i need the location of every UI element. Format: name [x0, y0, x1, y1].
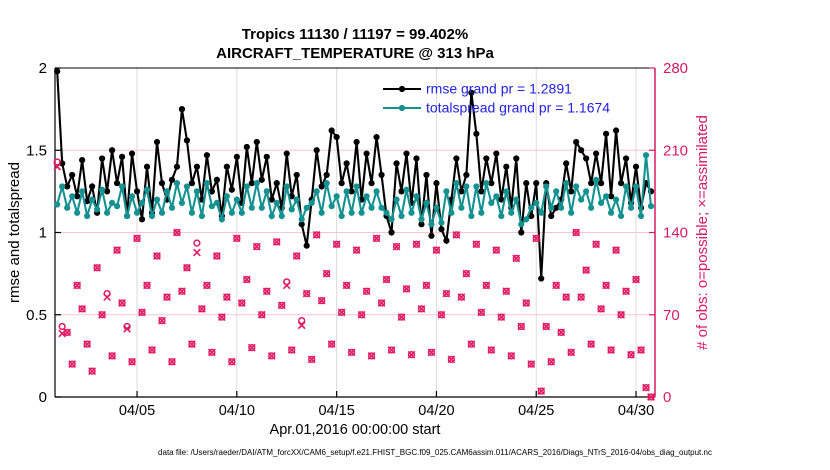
y-right-tick-label: 280 [663, 60, 688, 77]
totalspread-series [54, 152, 655, 229]
y-left-tick-label: 0.5 [26, 307, 47, 324]
rmse-series [54, 68, 655, 282]
legend-item-totalspread: totalspread grand pr = 1.1674 [383, 100, 610, 116]
legend-label-rmse: rmse grand pr = 1.2891 [426, 81, 572, 97]
y-axis-left: 0 0.5 1 1.5 2 rmse and totalspread [6, 60, 61, 406]
y-axis-right: 0 70 140 210 280 # of obs: o=possible; ×=assi… [649, 60, 711, 406]
legend-item-rmse: rmse grand pr = 1.2891 [383, 81, 572, 97]
legend-marker-rmse [398, 85, 406, 93]
title-line-2: AIRCRAFT_TEMPERATURE @ 313 hPa [216, 45, 494, 62]
y-left-tick-label: 2 [39, 60, 47, 77]
possible-obs-markers [53, 158, 655, 401]
data-file-caption: data file: /Users/raeder/DAI/ATM_forcXX/… [158, 448, 712, 457]
x-tick-label: 04/20 [418, 403, 454, 419]
title-line-1: Tropics 11130 / 11197 = 99.402% [241, 26, 469, 43]
x-tick-label: 04/25 [518, 403, 554, 419]
x-tick-label: 04/05 [119, 403, 155, 419]
grid [55, 68, 655, 397]
chart-title: Tropics 11130 / 11197 = 99.402% AIRCRAFT… [55, 25, 655, 63]
legend-marker-totalspread [398, 104, 406, 112]
x-tick-label: 04/10 [219, 403, 255, 419]
legend: rmse grand pr = 1.2891 totalspread grand … [383, 81, 610, 116]
x-axis: 04/05 04/10 04/15 04/20 04/25 04/30 Apr.01,201… [119, 391, 654, 438]
x-tick-label: 04/15 [318, 403, 354, 419]
y-axis-left-label: rmse and totalspread [6, 162, 23, 303]
y-left-tick-label: 0 [39, 389, 47, 406]
x-axis-label: Apr.01,2016 00:00:00 start [270, 422, 441, 438]
y-right-tick-label: 210 [663, 142, 688, 159]
y-right-tick-label: 0 [663, 389, 671, 406]
y-left-tick-label: 1 [39, 225, 47, 242]
y-axis-right-label: # of obs: o=possible; ×=assimilated [694, 115, 711, 350]
y-right-tick-label: 140 [663, 225, 688, 242]
y-right-tick-label: 70 [663, 307, 680, 324]
assimilated-obs-markers [53, 162, 655, 401]
y-left-tick-label: 1.5 [26, 142, 47, 159]
legend-label-totalspread: totalspread grand pr = 1.1674 [426, 100, 610, 116]
x-tick-label: 04/30 [618, 403, 654, 419]
